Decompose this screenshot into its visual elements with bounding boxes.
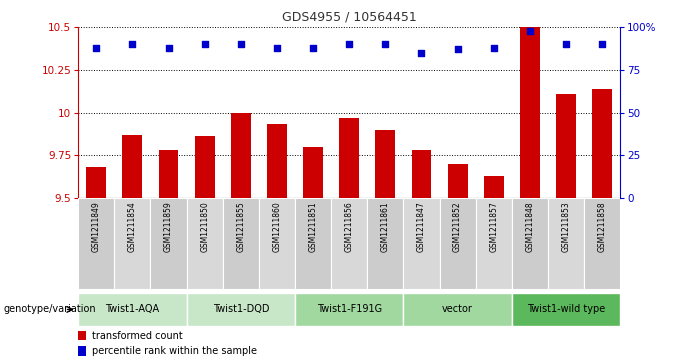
Text: GSM1211855: GSM1211855 <box>236 201 245 252</box>
Bar <box>78 346 86 356</box>
Title: GDS4955 / 10564451: GDS4955 / 10564451 <box>282 10 417 23</box>
Text: GSM1211861: GSM1211861 <box>381 201 390 252</box>
Bar <box>194 136 215 198</box>
Bar <box>186 198 223 289</box>
Point <box>163 45 174 50</box>
Text: GSM1211850: GSM1211850 <box>200 201 209 252</box>
Bar <box>411 150 431 198</box>
Text: GSM1211856: GSM1211856 <box>345 201 354 252</box>
Point <box>596 41 607 47</box>
Bar <box>520 27 540 198</box>
Text: percentile rank within the sample: percentile rank within the sample <box>92 346 257 356</box>
Text: GSM1211859: GSM1211859 <box>164 201 173 252</box>
Point <box>416 50 427 56</box>
Bar <box>295 293 403 326</box>
Bar <box>303 147 323 198</box>
Bar <box>483 176 504 198</box>
Bar <box>267 125 287 198</box>
Bar <box>548 198 584 289</box>
Point <box>271 45 282 50</box>
Text: transformed count: transformed count <box>92 331 182 340</box>
Bar <box>592 89 612 198</box>
Bar <box>439 198 475 289</box>
Bar <box>367 198 403 289</box>
Bar <box>78 293 186 326</box>
Bar <box>375 130 395 198</box>
Point <box>91 45 102 50</box>
Bar <box>556 94 576 198</box>
Bar <box>475 198 512 289</box>
Bar <box>403 293 512 326</box>
Bar <box>512 293 620 326</box>
Text: GSM1211847: GSM1211847 <box>417 201 426 252</box>
Bar <box>122 135 142 198</box>
Bar <box>447 164 468 198</box>
Bar <box>150 198 186 289</box>
Bar <box>295 198 331 289</box>
Text: GSM1211848: GSM1211848 <box>526 201 534 252</box>
Bar <box>339 118 359 198</box>
Text: GSM1211860: GSM1211860 <box>273 201 282 252</box>
Text: vector: vector <box>442 305 473 314</box>
Bar <box>331 198 367 289</box>
Bar <box>78 198 114 289</box>
Point <box>127 41 138 47</box>
Text: genotype/variation: genotype/variation <box>3 305 96 314</box>
Point <box>307 45 318 50</box>
Point <box>235 41 246 47</box>
Text: GSM1211853: GSM1211853 <box>562 201 571 252</box>
Bar <box>231 113 251 198</box>
Bar <box>512 198 548 289</box>
Text: GSM1211851: GSM1211851 <box>309 201 318 252</box>
Text: Twist1-F191G: Twist1-F191G <box>317 305 381 314</box>
Text: GSM1211857: GSM1211857 <box>489 201 498 252</box>
Point <box>380 41 391 47</box>
Bar <box>86 167 106 198</box>
Point <box>560 41 571 47</box>
Text: Twist1-AQA: Twist1-AQA <box>105 305 159 314</box>
Bar <box>114 198 150 289</box>
Bar <box>223 198 259 289</box>
Point <box>343 41 355 47</box>
Text: GSM1211858: GSM1211858 <box>598 201 607 252</box>
Bar <box>584 198 620 289</box>
Bar <box>158 150 178 198</box>
Text: GSM1211849: GSM1211849 <box>92 201 101 252</box>
Bar <box>78 331 86 340</box>
Point <box>488 45 499 50</box>
Text: Twist1-DQD: Twist1-DQD <box>213 305 269 314</box>
Text: Twist1-wild type: Twist1-wild type <box>527 305 605 314</box>
Text: GSM1211852: GSM1211852 <box>453 201 462 252</box>
Bar <box>259 198 295 289</box>
Text: GSM1211854: GSM1211854 <box>128 201 137 252</box>
Bar <box>403 198 439 289</box>
Point <box>524 28 535 33</box>
Point <box>199 41 210 47</box>
Point <box>452 46 463 52</box>
Bar <box>186 293 295 326</box>
